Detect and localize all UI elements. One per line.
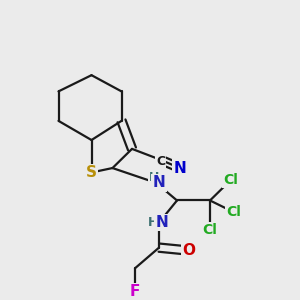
Text: C: C xyxy=(156,155,165,168)
Text: O: O xyxy=(182,243,196,258)
Text: H: H xyxy=(148,216,158,229)
Text: Cl: Cl xyxy=(202,223,217,237)
Text: S: S xyxy=(86,165,97,180)
Text: Cl: Cl xyxy=(224,173,238,187)
Text: N: N xyxy=(156,215,168,230)
Text: H: H xyxy=(148,171,159,184)
Text: N: N xyxy=(153,175,165,190)
Text: N: N xyxy=(174,160,186,175)
Text: F: F xyxy=(130,284,140,299)
Text: Cl: Cl xyxy=(226,205,242,219)
